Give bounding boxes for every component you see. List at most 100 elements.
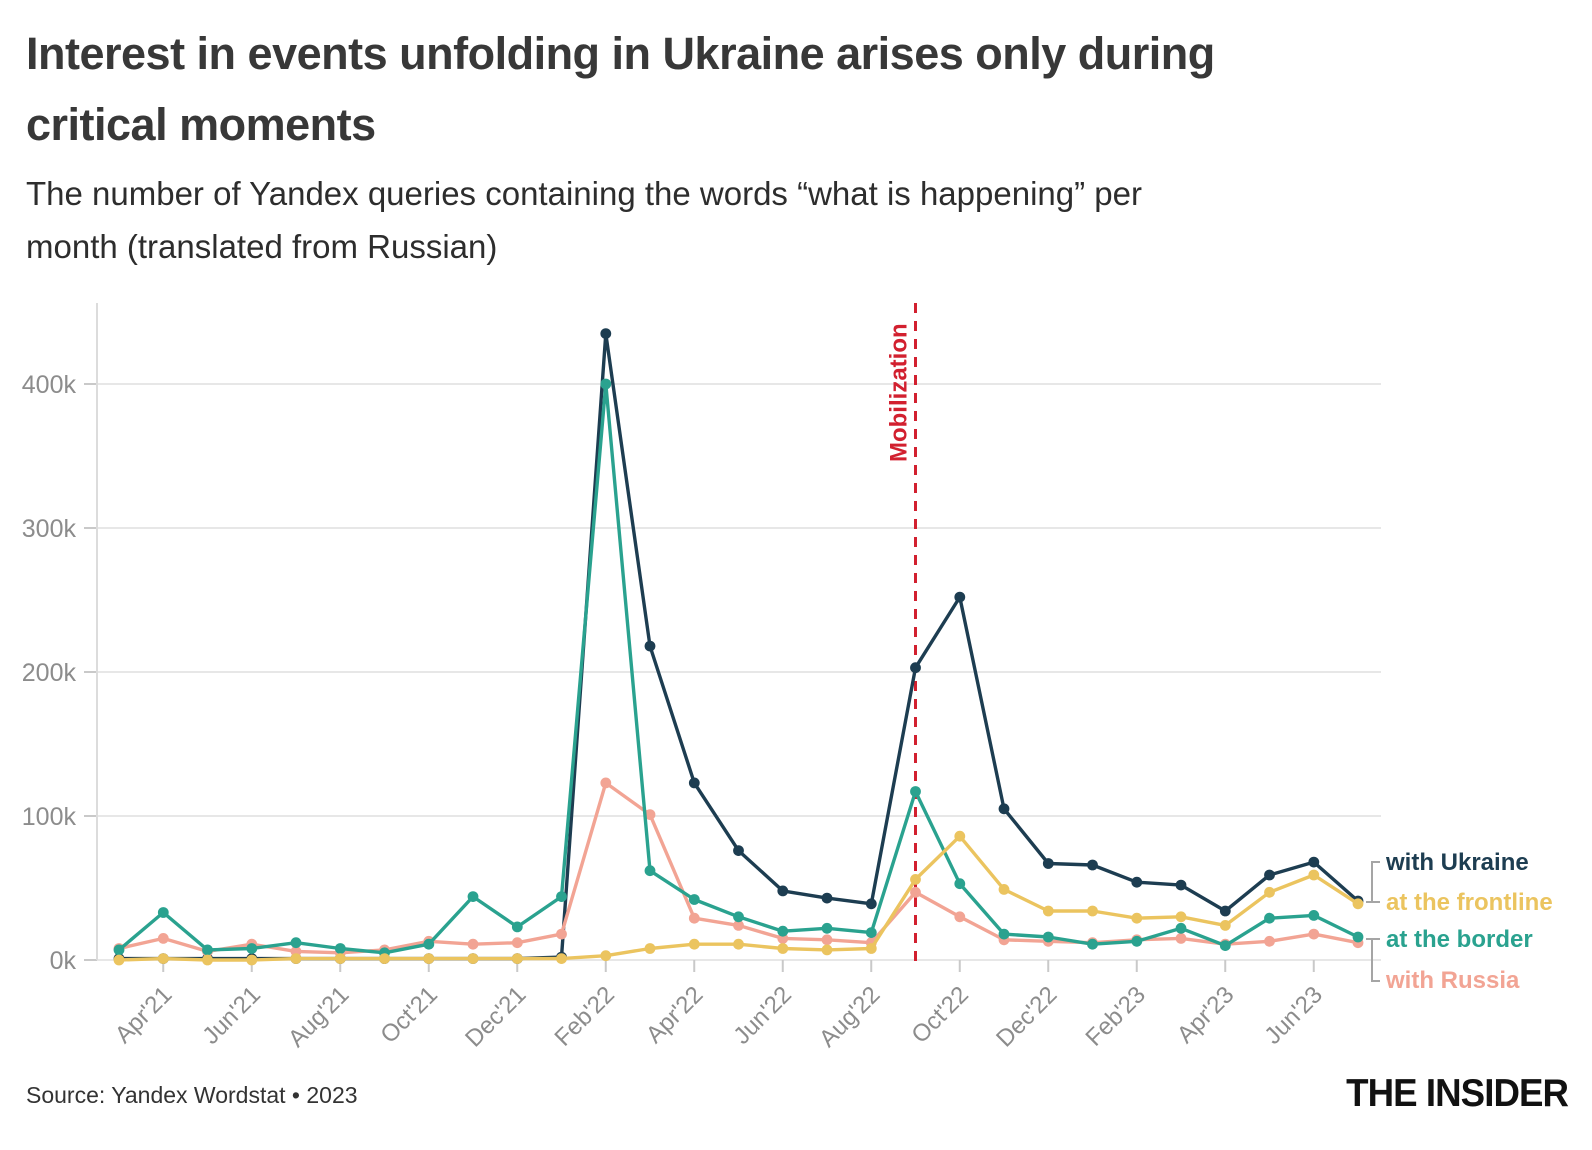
data-point-at-the-border-Mar22 — [644, 865, 656, 877]
series-line-at-the-border — [117, 382, 1360, 955]
data-point-at-the-frontline-Aug22 — [865, 943, 877, 954]
data-point-with-russia-Nov21 — [467, 938, 479, 950]
x-tick-label-Apr'22: Apr'22 — [641, 981, 709, 1049]
x-tick-label-Dec'22: Dec'22 — [991, 981, 1062, 1052]
legend-bracket-top-pair — [1366, 861, 1380, 903]
data-point-at-the-border-Jan22 — [556, 891, 567, 902]
data-point-with-russia-Jul22 — [821, 934, 833, 946]
data-point-at-the-border-Sep22 — [910, 786, 921, 797]
x-tick-label-Jun'21: Jun'21 — [197, 981, 266, 1050]
page-title: Interest in events unfolding in Ukraine … — [26, 18, 1506, 160]
x-tick-label-Dec'21: Dec'21 — [460, 981, 531, 1052]
legend-label-at-the-frontline: at the frontline — [1386, 889, 1553, 916]
data-point-at-the-frontline-Sep22 — [910, 874, 921, 885]
x-tick-label-Aug'22: Aug'22 — [814, 981, 885, 1052]
data-point-at-the-border-Nov22 — [998, 928, 1010, 940]
data-point-with-russia-May23 — [1264, 935, 1275, 947]
data-point-at-the-frontline-Feb22 — [600, 950, 612, 962]
data-point-with-russia-Jan22 — [556, 928, 567, 940]
data-point-at-the-border-Aug21 — [334, 943, 346, 954]
data-point-at-the-frontline-Aug21 — [334, 953, 346, 964]
data-point-with-ukraine-Nov22 — [998, 803, 1010, 815]
data-point-with-russia-Apr21 — [157, 933, 169, 944]
y-tick-label-200k: 200k — [22, 659, 77, 687]
title-line-1: Interest in events unfolding in Ukraine … — [26, 28, 1215, 79]
data-point-at-the-border-Apr21 — [157, 907, 169, 918]
data-point-at-the-border-Nov21 — [467, 891, 479, 902]
chart-subtitle: The number of Yandex queries containing … — [26, 167, 1526, 273]
data-point-at-the-border-Mar21 — [113, 944, 125, 956]
data-point-with-ukraine-Apr22 — [688, 777, 700, 789]
data-point-at-the-border-May21 — [202, 944, 213, 956]
mobilization-annotation-label: Mobilization — [886, 323, 913, 462]
data-point-at-the-frontline-Jul23 — [1352, 898, 1364, 910]
source-credit: Source: Yandex Wordstat • 2023 — [26, 1082, 358, 1108]
data-point-at-the-border-Apr23 — [1219, 940, 1231, 951]
y-tick-label-0k: 0k — [50, 947, 77, 975]
data-point-at-the-frontline-Jun22 — [777, 943, 789, 954]
data-point-with-ukraine-Jun23 — [1308, 856, 1320, 868]
data-point-at-the-border-Feb23 — [1131, 935, 1143, 947]
data-point-at-the-frontline-Feb23 — [1131, 912, 1143, 924]
data-point-at-the-border-May23 — [1264, 912, 1275, 924]
data-point-with-ukraine-Aug22 — [865, 898, 877, 910]
data-point-at-the-frontline-May21 — [202, 954, 213, 966]
data-point-at-the-frontline-Mar22 — [644, 943, 656, 954]
data-point-with-russia-Feb22 — [600, 777, 612, 789]
data-point-with-russia-Jun23 — [1308, 928, 1320, 940]
data-point-with-ukraine-Sep22 — [910, 662, 921, 674]
data-point-at-the-frontline-Oct22 — [954, 830, 966, 842]
data-point-with-ukraine-Oct22 — [954, 591, 966, 603]
data-point-at-the-frontline-May22 — [733, 938, 744, 950]
data-point-at-the-border-Jul21 — [290, 937, 302, 949]
data-point-with-ukraine-May22 — [733, 845, 744, 856]
data-point-with-ukraine-Jul22 — [821, 892, 833, 904]
x-tick-label-Jun'23: Jun'23 — [1259, 981, 1328, 1050]
x-tick-label-Apr'21: Apr'21 — [110, 981, 178, 1049]
data-point-with-ukraine-Mar22 — [644, 640, 656, 652]
y-tick-label-300k: 300k — [22, 515, 77, 543]
data-point-at-the-frontline-Jul21 — [290, 953, 302, 964]
data-point-at-the-frontline-Sep21 — [379, 953, 390, 964]
data-point-at-the-border-Mar23 — [1175, 922, 1187, 934]
data-point-with-russia-Sep22 — [910, 886, 921, 898]
data-point-at-the-frontline-Nov21 — [467, 953, 479, 964]
data-point-at-the-frontline-Mar21 — [113, 954, 125, 966]
data-point-with-ukraine-Feb22 — [600, 328, 612, 339]
data-point-with-ukraine-May23 — [1264, 869, 1275, 881]
data-point-at-the-frontline-May23 — [1264, 886, 1275, 898]
x-tick-label-Oct'21: Oct'21 — [375, 981, 443, 1049]
subtitle-line-2: month (translated from Russian) — [26, 228, 498, 265]
data-point-at-the-frontline-Nov22 — [998, 884, 1010, 895]
x-tick-label-Oct'22: Oct'22 — [906, 981, 974, 1049]
data-point-at-the-border-Oct21 — [423, 938, 435, 950]
data-point-with-russia-Mar22 — [644, 809, 656, 820]
publisher-logo: THE INSIDER — [1346, 1072, 1569, 1115]
data-point-at-the-frontline-Jan23 — [1087, 905, 1098, 917]
x-tick-label-Feb'22: Feb'22 — [550, 981, 620, 1051]
data-point-with-russia-Oct22 — [954, 911, 966, 923]
data-point-with-ukraine-Feb23 — [1131, 876, 1143, 888]
data-point-with-ukraine-Dec22 — [1042, 858, 1054, 869]
x-tick-label-Feb'23: Feb'23 — [1081, 981, 1151, 1051]
series-line-with-ukraine — [117, 331, 1360, 961]
data-point-at-the-border-Jan23 — [1087, 938, 1098, 950]
data-point-with-russia-Mar23 — [1175, 933, 1187, 944]
data-point-at-the-frontline-Jun21 — [246, 954, 258, 966]
data-point-at-the-border-Feb22 — [600, 378, 612, 390]
legend-bracket-bottom-pair — [1366, 938, 1380, 982]
data-point-at-the-frontline-Jul22 — [821, 944, 833, 956]
data-point-at-the-border-Oct22 — [954, 878, 966, 890]
data-point-at-the-border-Jul22 — [821, 922, 833, 934]
data-point-at-the-border-Jun21 — [246, 943, 258, 954]
data-point-with-russia-Dec21 — [511, 937, 523, 949]
x-tick-label-Jun'22: Jun'22 — [728, 981, 797, 1050]
data-point-at-the-border-Aug22 — [865, 927, 877, 938]
x-tick-label-Aug'21: Aug'21 — [283, 981, 354, 1052]
data-point-at-the-frontline-Dec22 — [1042, 905, 1054, 917]
data-point-at-the-border-May22 — [733, 911, 744, 923]
data-point-at-the-frontline-Mar23 — [1175, 911, 1187, 923]
data-point-with-ukraine-Jun22 — [777, 885, 789, 897]
